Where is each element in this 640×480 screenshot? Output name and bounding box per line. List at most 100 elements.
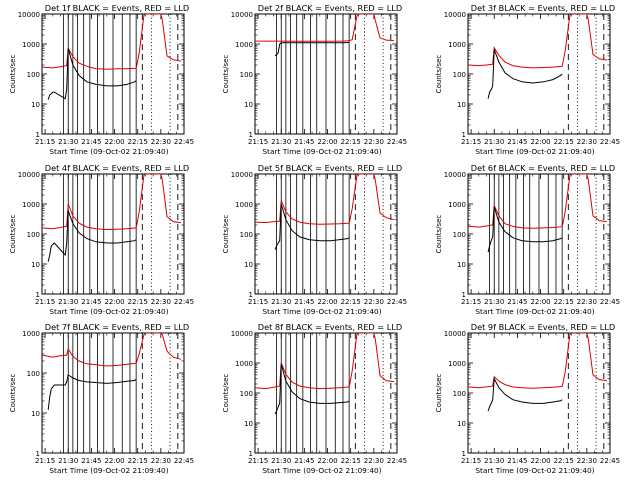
x-tick-label: 21:45: [507, 298, 527, 306]
chart-panel-4: Det 4f BLACK = Events, RED = LLD Counts/s…: [9, 163, 194, 316]
x-tick-label: 22:45: [387, 138, 407, 146]
x-tick-label: 21:15: [35, 138, 55, 146]
x-tick-label: 22:30: [151, 457, 171, 465]
x-tick-label: 22:00: [317, 138, 337, 146]
y-tick-label: 10: [457, 261, 466, 269]
series-group: [42, 14, 181, 100]
y-tick-label: 1: [36, 450, 40, 458]
y-tick-label: 1000: [235, 360, 253, 368]
y-tick-label: 1: [36, 291, 40, 299]
x-axis-label: Start Time (09-Oct-02 21:09:40): [49, 466, 168, 475]
x-axis-label: Start Time (09-Oct-02 21:09:40): [49, 147, 168, 156]
y-tick-label: 100: [240, 71, 253, 79]
x-tick-label: 21:45: [81, 298, 101, 306]
y-tick-label: 10000: [444, 171, 466, 179]
y-tick-label: 100: [453, 71, 466, 79]
y-axis-label: Counts/sec: [222, 55, 230, 94]
y-tick-label: 1: [249, 131, 253, 139]
marker-lines: [276, 333, 392, 453]
series-group: [255, 14, 394, 57]
x-tick-label: 21:30: [58, 457, 78, 465]
x-tick-label: 22:00: [530, 457, 550, 465]
events-series-line: [47, 210, 137, 262]
chart-title: Det 7f BLACK = Events, RED = LLD: [45, 322, 189, 332]
y-tick-label: 100: [240, 390, 253, 398]
chart-panel-5: Det 5f BLACK = Events, RED = LLD Counts/s…: [222, 163, 407, 316]
chart-panel-7: Det 7f BLACK = Events, RED = LLD Counts/s…: [9, 322, 194, 475]
y-tick-label: 10000: [444, 330, 466, 338]
x-tick-label: 22:30: [151, 138, 171, 146]
lld-series-line: [468, 14, 607, 69]
chart-title: Det 2f BLACK = Events, RED = LLD: [258, 3, 402, 13]
x-tick-label: 22:00: [317, 298, 337, 306]
y-tick-label: 1: [462, 450, 466, 458]
marker-lines: [63, 174, 179, 294]
x-tick-label: 21:45: [294, 138, 314, 146]
x-axis-label: Start Time (09-Oct-02 21:09:40): [262, 147, 381, 156]
y-tick-label: 1: [462, 291, 466, 299]
x-tick-label: 21:45: [507, 457, 527, 465]
x-tick-label: 22:30: [577, 298, 597, 306]
x-tick-label: 22:45: [387, 298, 407, 306]
y-tick-label: 10000: [231, 330, 253, 338]
y-tick-label: 10000: [231, 171, 253, 179]
x-tick-label: 22:45: [174, 138, 194, 146]
x-tick-label: 21:15: [461, 457, 481, 465]
y-tick-label: 10: [244, 420, 253, 428]
x-tick-label: 21:30: [271, 457, 291, 465]
y-tick-label: 1000: [235, 201, 253, 209]
events-series-line: [274, 364, 350, 415]
series-group: [468, 333, 607, 412]
x-tick-label: 21:30: [58, 298, 78, 306]
lld-series-line: [255, 333, 394, 390]
x-axis-label: Start Time (09-Oct-02 21:09:40): [475, 466, 594, 475]
y-axis-label: Counts/sec: [9, 55, 17, 94]
y-tick-label: 100: [27, 231, 40, 239]
events-series-line: [47, 373, 137, 410]
x-tick-label: 21:15: [461, 138, 481, 146]
lld-series-line: [42, 333, 182, 367]
events-series-line: [487, 376, 563, 412]
x-tick-label: 22:30: [364, 457, 384, 465]
x-tick-label: 22:15: [341, 138, 361, 146]
x-tick-label: 21:30: [484, 138, 504, 146]
x-tick-label: 21:15: [461, 298, 481, 306]
chart-panel-1: Det 1f BLACK = Events, RED = LLD Counts/s…: [9, 3, 194, 156]
x-axis-label: Start Time (09-Oct-02 21:09:40): [475, 147, 594, 156]
y-tick-label: 1: [249, 450, 253, 458]
x-tick-label: 22:45: [174, 298, 194, 306]
y-tick-label: 10: [244, 101, 253, 109]
x-tick-label: 22:45: [174, 457, 194, 465]
marker-lines: [63, 14, 179, 134]
marker-lines: [489, 174, 605, 294]
y-tick-label: 1: [462, 131, 466, 139]
x-tick-label: 21:15: [248, 138, 268, 146]
chart-title: Det 3f BLACK = Events, RED = LLD: [471, 3, 615, 13]
x-tick-label: 22:30: [364, 298, 384, 306]
x-tick-label: 22:15: [554, 298, 574, 306]
series-group: [42, 333, 182, 410]
y-tick-label: 10000: [231, 11, 253, 19]
y-tick-label: 10: [244, 261, 253, 269]
series-group: [255, 333, 394, 415]
events-series-line: [487, 206, 563, 253]
x-tick-label: 22:30: [577, 457, 597, 465]
y-tick-label: 10: [31, 410, 40, 418]
chart-title: Det 8f BLACK = Events, RED = LLD: [258, 322, 402, 332]
plot-frame: [467, 332, 611, 454]
chart-title: Det 6f BLACK = Events, RED = LLD: [471, 163, 615, 173]
x-tick-label: 21:15: [35, 298, 55, 306]
x-tick-label: 21:30: [484, 457, 504, 465]
x-tick-label: 22:15: [128, 457, 148, 465]
y-tick-label: 1000: [22, 41, 40, 49]
x-tick-label: 22:15: [128, 298, 148, 306]
marker-lines: [276, 14, 392, 134]
x-tick-label: 22:00: [104, 298, 124, 306]
y-tick-label: 1000: [22, 330, 40, 338]
events-series-line: [274, 42, 350, 57]
x-tick-label: 21:30: [484, 298, 504, 306]
x-tick-label: 21:45: [81, 138, 101, 146]
events-series-line: [487, 49, 563, 99]
x-tick-label: 21:45: [81, 457, 101, 465]
